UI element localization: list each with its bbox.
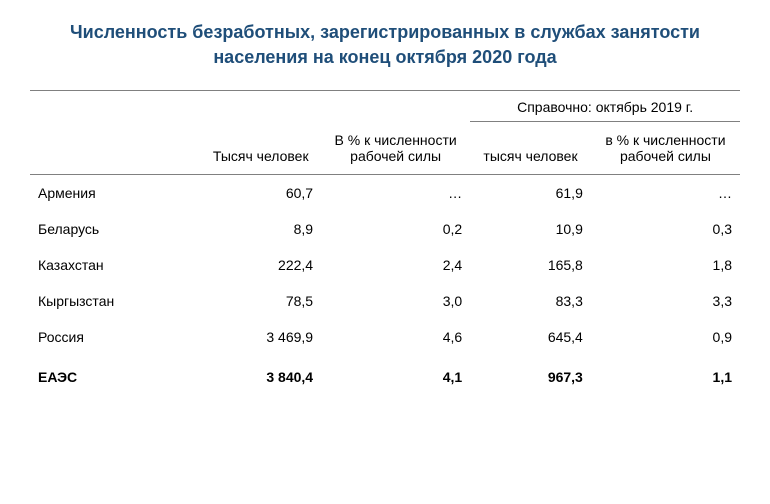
- col-ref-thousands: тысяч человек: [470, 122, 591, 175]
- cell-percent: 4,1: [321, 355, 470, 395]
- col-percent: В % к численности рабочей силы: [321, 91, 470, 175]
- table-row: Армения 60,7 … 61,9 …: [30, 175, 740, 212]
- cell-percent: 3,0: [321, 283, 470, 319]
- cell-thousands: 3 469,9: [200, 319, 321, 355]
- table-body: Армения 60,7 … 61,9 … Беларусь 8,9 0,2 1…: [30, 175, 740, 396]
- col-ref-percent: в % к численности рабочей силы: [591, 122, 740, 175]
- table-total-row: ЕАЭС 3 840,4 4,1 967,3 1,1: [30, 355, 740, 395]
- cell-country: Беларусь: [30, 211, 200, 247]
- cell-thousands: 60,7: [200, 175, 321, 212]
- cell-country: Казахстан: [30, 247, 200, 283]
- unemployment-table: Тысяч человек В % к численности рабочей …: [30, 90, 740, 395]
- cell-country: Россия: [30, 319, 200, 355]
- col-country: [30, 91, 200, 175]
- table-row: Беларусь 8,9 0,2 10,9 0,3: [30, 211, 740, 247]
- cell-percent: 0,2: [321, 211, 470, 247]
- cell-ref-percent: 1,8: [591, 247, 740, 283]
- table-row: Россия 3 469,9 4,6 645,4 0,9: [30, 319, 740, 355]
- cell-country: Армения: [30, 175, 200, 212]
- cell-thousands: 222,4: [200, 247, 321, 283]
- cell-ref-thousands: 10,9: [470, 211, 591, 247]
- cell-percent: 4,6: [321, 319, 470, 355]
- cell-country: Кыргызстан: [30, 283, 200, 319]
- cell-ref-thousands: 967,3: [470, 355, 591, 395]
- cell-ref-percent: 1,1: [591, 355, 740, 395]
- cell-thousands: 8,9: [200, 211, 321, 247]
- cell-ref-thousands: 165,8: [470, 247, 591, 283]
- page-title: Численность безработных, зарегистрирован…: [45, 20, 725, 70]
- table-row: Кыргызстан 78,5 3,0 83,3 3,3: [30, 283, 740, 319]
- cell-thousands: 78,5: [200, 283, 321, 319]
- cell-ref-percent: 0,9: [591, 319, 740, 355]
- cell-ref-percent: 3,3: [591, 283, 740, 319]
- cell-percent: 2,4: [321, 247, 470, 283]
- table-row: Казахстан 222,4 2,4 165,8 1,8: [30, 247, 740, 283]
- cell-ref-percent: …: [591, 175, 740, 212]
- cell-thousands: 3 840,4: [200, 355, 321, 395]
- cell-ref-thousands: 61,9: [470, 175, 591, 212]
- col-reference: Справочно: октябрь 2019 г.: [470, 91, 740, 122]
- cell-percent: …: [321, 175, 470, 212]
- cell-ref-percent: 0,3: [591, 211, 740, 247]
- cell-ref-thousands: 83,3: [470, 283, 591, 319]
- col-thousands: Тысяч человек: [200, 91, 321, 175]
- cell-ref-thousands: 645,4: [470, 319, 591, 355]
- cell-country: ЕАЭС: [30, 355, 200, 395]
